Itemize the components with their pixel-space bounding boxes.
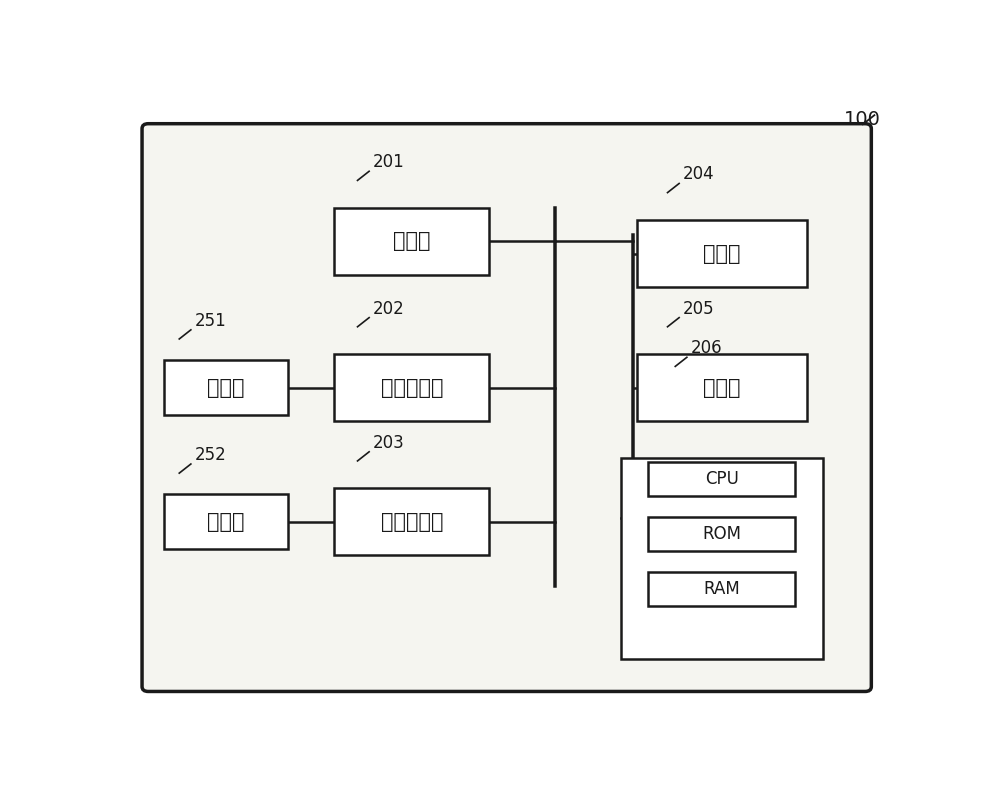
Text: 202: 202 [373,299,405,318]
Bar [334,208,489,275]
Text: ROM: ROM [702,525,741,543]
Text: 存储部: 存储部 [703,378,740,398]
Bar [637,220,807,287]
FancyBboxPatch shape [142,124,871,691]
Bar [637,354,807,421]
Text: 206: 206 [691,339,722,357]
Bar [334,354,489,421]
Text: 204: 204 [683,166,715,184]
Bar [164,494,288,550]
Bar [334,489,489,555]
Bar [648,463,795,496]
Text: 图像处理部: 图像处理部 [380,378,443,398]
Text: 通信部: 通信部 [393,231,430,251]
Text: RAM: RAM [703,580,740,598]
Text: 201: 201 [373,154,405,171]
Text: 205: 205 [683,299,715,318]
Text: 控制部: 控制部 [703,466,740,486]
Text: 扬声器: 扬声器 [207,512,244,532]
Text: CPU: CPU [705,470,739,488]
Text: 251: 251 [195,312,226,329]
Text: 输入部: 输入部 [703,244,740,264]
Text: 声音处理部: 声音处理部 [380,512,443,532]
Bar [621,458,822,659]
Bar [164,360,288,415]
Text: 100: 100 [844,110,881,129]
Text: 显示器: 显示器 [207,378,244,398]
Bar [648,517,795,551]
Bar [648,573,795,606]
Text: 252: 252 [195,446,226,464]
Text: 203: 203 [373,434,405,451]
